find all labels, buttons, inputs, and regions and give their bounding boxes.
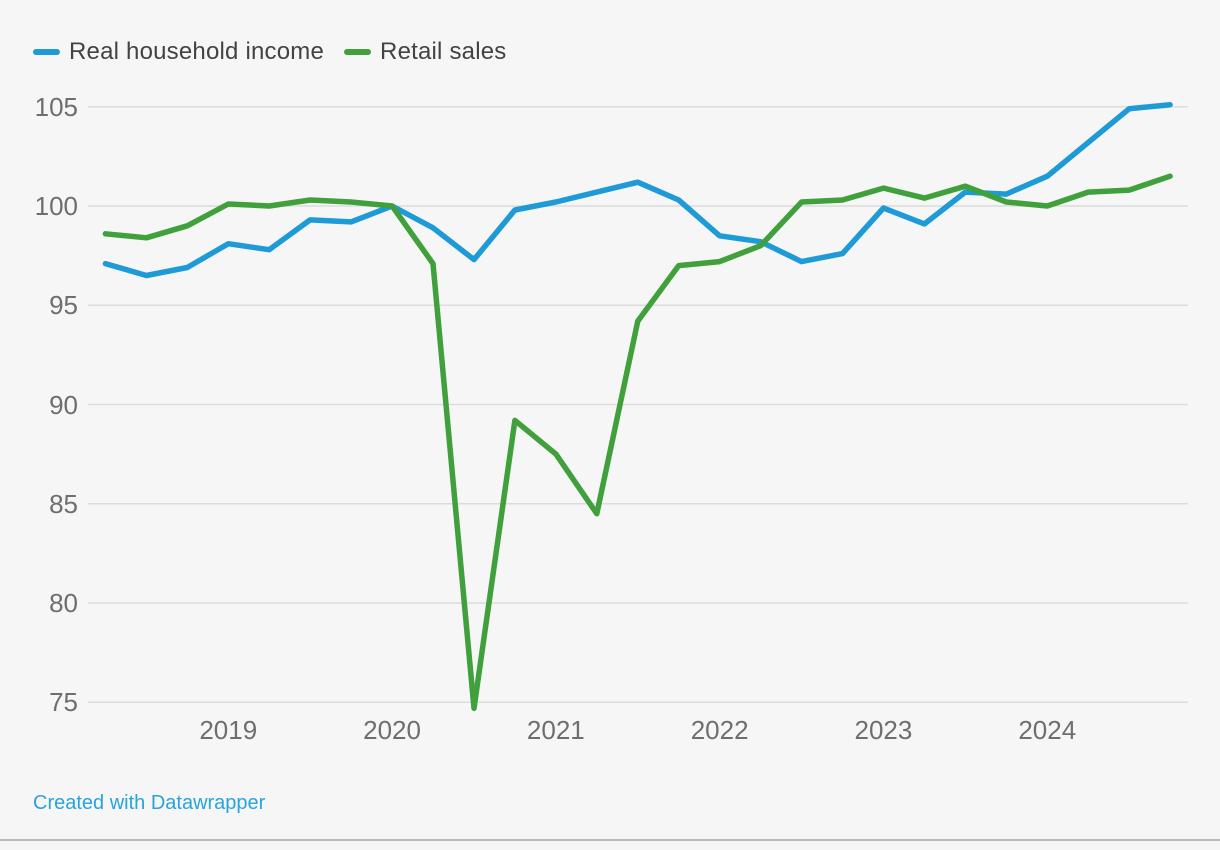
y-tick-label: 75	[49, 687, 78, 718]
legend-item-retail: Retail sales	[344, 38, 506, 66]
series-line-real-household-income	[102, 102, 1173, 279]
x-tick-label: 2023	[854, 715, 913, 745]
income-line-swatch-icon	[33, 49, 60, 55]
retail-line-swatch-icon	[344, 49, 372, 55]
x-tick-label: 2020	[363, 715, 421, 745]
x-tick-label: 2022	[690, 715, 749, 745]
y-tick-label: 95	[49, 290, 78, 321]
datawrapper-credit-link[interactable]: Created with Datawrapper	[33, 792, 266, 814]
y-tick-label: 90	[49, 389, 78, 420]
legend: Real household income Retail sales	[33, 38, 507, 66]
y-tick-label: 100	[34, 191, 78, 221]
x-tick-label: 2021	[526, 715, 585, 745]
legend-label-retail: Retail sales	[380, 38, 507, 65]
x-tick-label: 2019	[199, 715, 258, 745]
y-tick-label: 85	[49, 488, 78, 519]
legend-item-income: Real household income	[33, 38, 324, 66]
x-tick-label: 2024	[1018, 715, 1077, 745]
y-tick-label: 80	[49, 588, 78, 618]
y-tick-label: 105	[34, 91, 78, 122]
bottom-divider	[0, 839, 1220, 841]
series-line-retail-sales	[102, 173, 1173, 711]
legend-label-income: Real household income	[69, 38, 325, 65]
